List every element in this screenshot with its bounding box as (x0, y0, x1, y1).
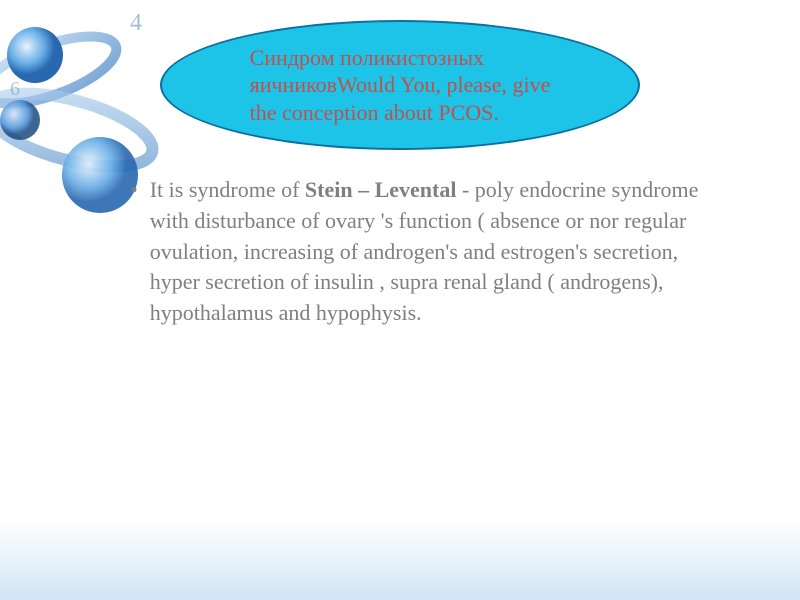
title-line-3: the conception about PCOS. (250, 100, 499, 125)
text-bold: Stein – Levental (305, 177, 457, 202)
bullet-marker: • (130, 175, 138, 206)
bullet-list: • It is syndrome of Stein – Levental - p… (60, 175, 740, 329)
background-footer-gradient (0, 520, 800, 600)
title-line-2: яичниковWould You, please, give (250, 72, 551, 97)
title-line-1: Синдром поликистозных (250, 45, 484, 70)
slide-content: Синдром поликистозных яичниковWould You,… (0, 0, 800, 369)
slide-title: Синдром поликистозных яичниковWould You,… (250, 44, 551, 127)
title-callout-ellipse: Синдром поликистозных яичниковWould You,… (160, 20, 640, 150)
bullet-body-text: It is syndrome of Stein – Levental - pol… (150, 175, 700, 329)
text-prefix: It is syndrome of (150, 177, 305, 202)
list-item: • It is syndrome of Stein – Levental - p… (130, 175, 700, 329)
